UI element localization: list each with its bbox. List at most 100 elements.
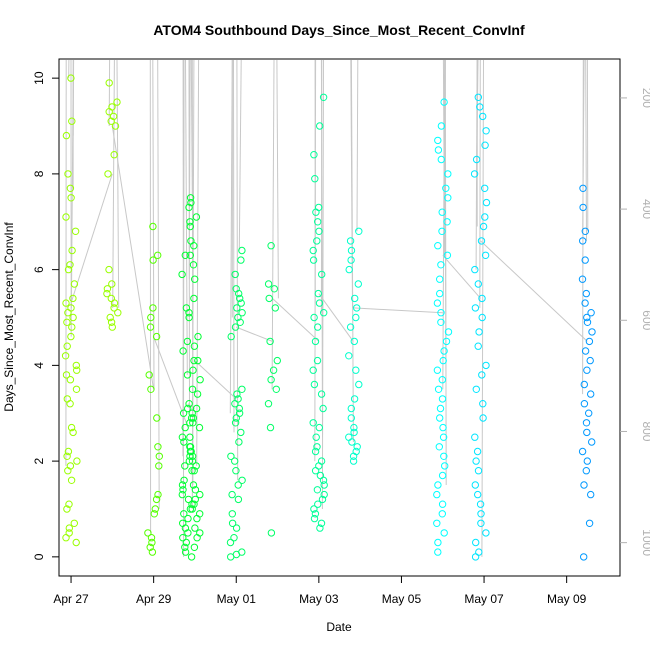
data-point	[105, 108, 113, 116]
data-point	[471, 481, 479, 489]
data-point	[315, 423, 323, 432]
data-point	[72, 538, 80, 547]
data-point	[352, 313, 360, 322]
data-point	[438, 227, 446, 236]
data-point	[351, 294, 359, 303]
data-point	[146, 543, 154, 551]
data-point	[196, 490, 204, 499]
data-point	[270, 285, 278, 293]
data-point	[588, 438, 596, 446]
data-point	[70, 519, 79, 527]
data-point	[444, 194, 452, 202]
data-point	[583, 366, 591, 374]
data-point	[481, 251, 490, 260]
data-point	[316, 524, 324, 532]
data-point	[228, 519, 237, 527]
data-point	[317, 519, 326, 527]
data-point	[190, 342, 199, 350]
data-point	[438, 395, 447, 403]
data-point	[578, 447, 587, 456]
data-point	[347, 256, 355, 264]
data-point	[478, 313, 486, 322]
plot-frame	[58, 58, 621, 577]
data-point	[69, 428, 77, 437]
data-point	[477, 237, 486, 245]
data-point	[64, 447, 73, 456]
data-point	[440, 529, 448, 537]
data-point	[434, 481, 442, 489]
data-point	[62, 213, 70, 221]
data-point	[184, 529, 192, 537]
x-tick-label: May 03	[299, 592, 339, 606]
data-point	[232, 414, 241, 422]
data-point	[178, 270, 186, 279]
data-point	[477, 519, 485, 527]
data-point	[311, 467, 320, 475]
x-axis: Apr 27 Apr 29 May 01 May 03 May 05 May 07 May …	[53, 576, 587, 606]
data-point	[320, 481, 328, 489]
data-point	[178, 433, 187, 441]
data-point	[444, 170, 452, 178]
data-point	[231, 270, 239, 279]
data-point	[579, 184, 587, 193]
data-point	[314, 218, 322, 226]
data-point	[63, 395, 72, 403]
connector-lines	[65, 59, 589, 557]
data-point	[313, 356, 322, 365]
data-point	[62, 131, 71, 140]
data-point	[346, 237, 355, 245]
data-point	[103, 289, 111, 298]
data-point	[439, 356, 447, 365]
data-point	[311, 447, 320, 456]
data-point	[482, 127, 490, 135]
data-point	[66, 261, 74, 269]
data-point	[67, 194, 75, 202]
data-point	[436, 414, 444, 422]
connector-line	[111, 125, 155, 390]
data-point	[309, 246, 317, 255]
data-point	[318, 495, 327, 504]
y-axis: 0 2 4 6 8 10	[32, 71, 59, 560]
data-point	[314, 500, 322, 508]
data-point	[347, 246, 356, 255]
data-point	[444, 328, 453, 336]
y2-tick-label: 200	[640, 88, 650, 108]
connector-line	[191, 59, 195, 510]
y-axis-label: Days_Since_Most_Recent_ConvInf	[2, 222, 16, 412]
data-point	[581, 227, 589, 236]
data-point	[481, 184, 489, 193]
data-point	[271, 304, 279, 312]
data-point	[350, 337, 358, 346]
connector-line	[356, 59, 359, 232]
data-point	[474, 467, 483, 475]
data-point	[354, 280, 362, 288]
data-point	[440, 347, 448, 355]
x-axis-label: Date	[326, 620, 352, 634]
data-point	[583, 318, 592, 326]
data-point	[148, 548, 157, 556]
connector-line	[70, 59, 74, 308]
data-point	[231, 419, 240, 427]
data-point	[187, 447, 195, 456]
data-point	[238, 385, 246, 393]
data-point	[69, 313, 77, 322]
data-point	[185, 457, 194, 465]
data-point	[345, 265, 353, 274]
data-point	[434, 548, 442, 556]
data-point	[442, 337, 451, 346]
data-point	[237, 428, 245, 437]
data-point	[345, 352, 353, 360]
data-point	[273, 356, 281, 365]
data-point	[231, 457, 239, 465]
data-point	[187, 198, 195, 207]
y-tick-label: 8	[32, 170, 46, 177]
data-point	[434, 538, 442, 547]
data-point	[238, 309, 246, 317]
data-point	[195, 423, 204, 432]
data-point	[105, 265, 113, 274]
data-point	[315, 299, 324, 307]
data-point	[64, 309, 72, 317]
data-point	[319, 476, 328, 484]
data-point	[152, 495, 161, 504]
data-point	[437, 155, 445, 164]
